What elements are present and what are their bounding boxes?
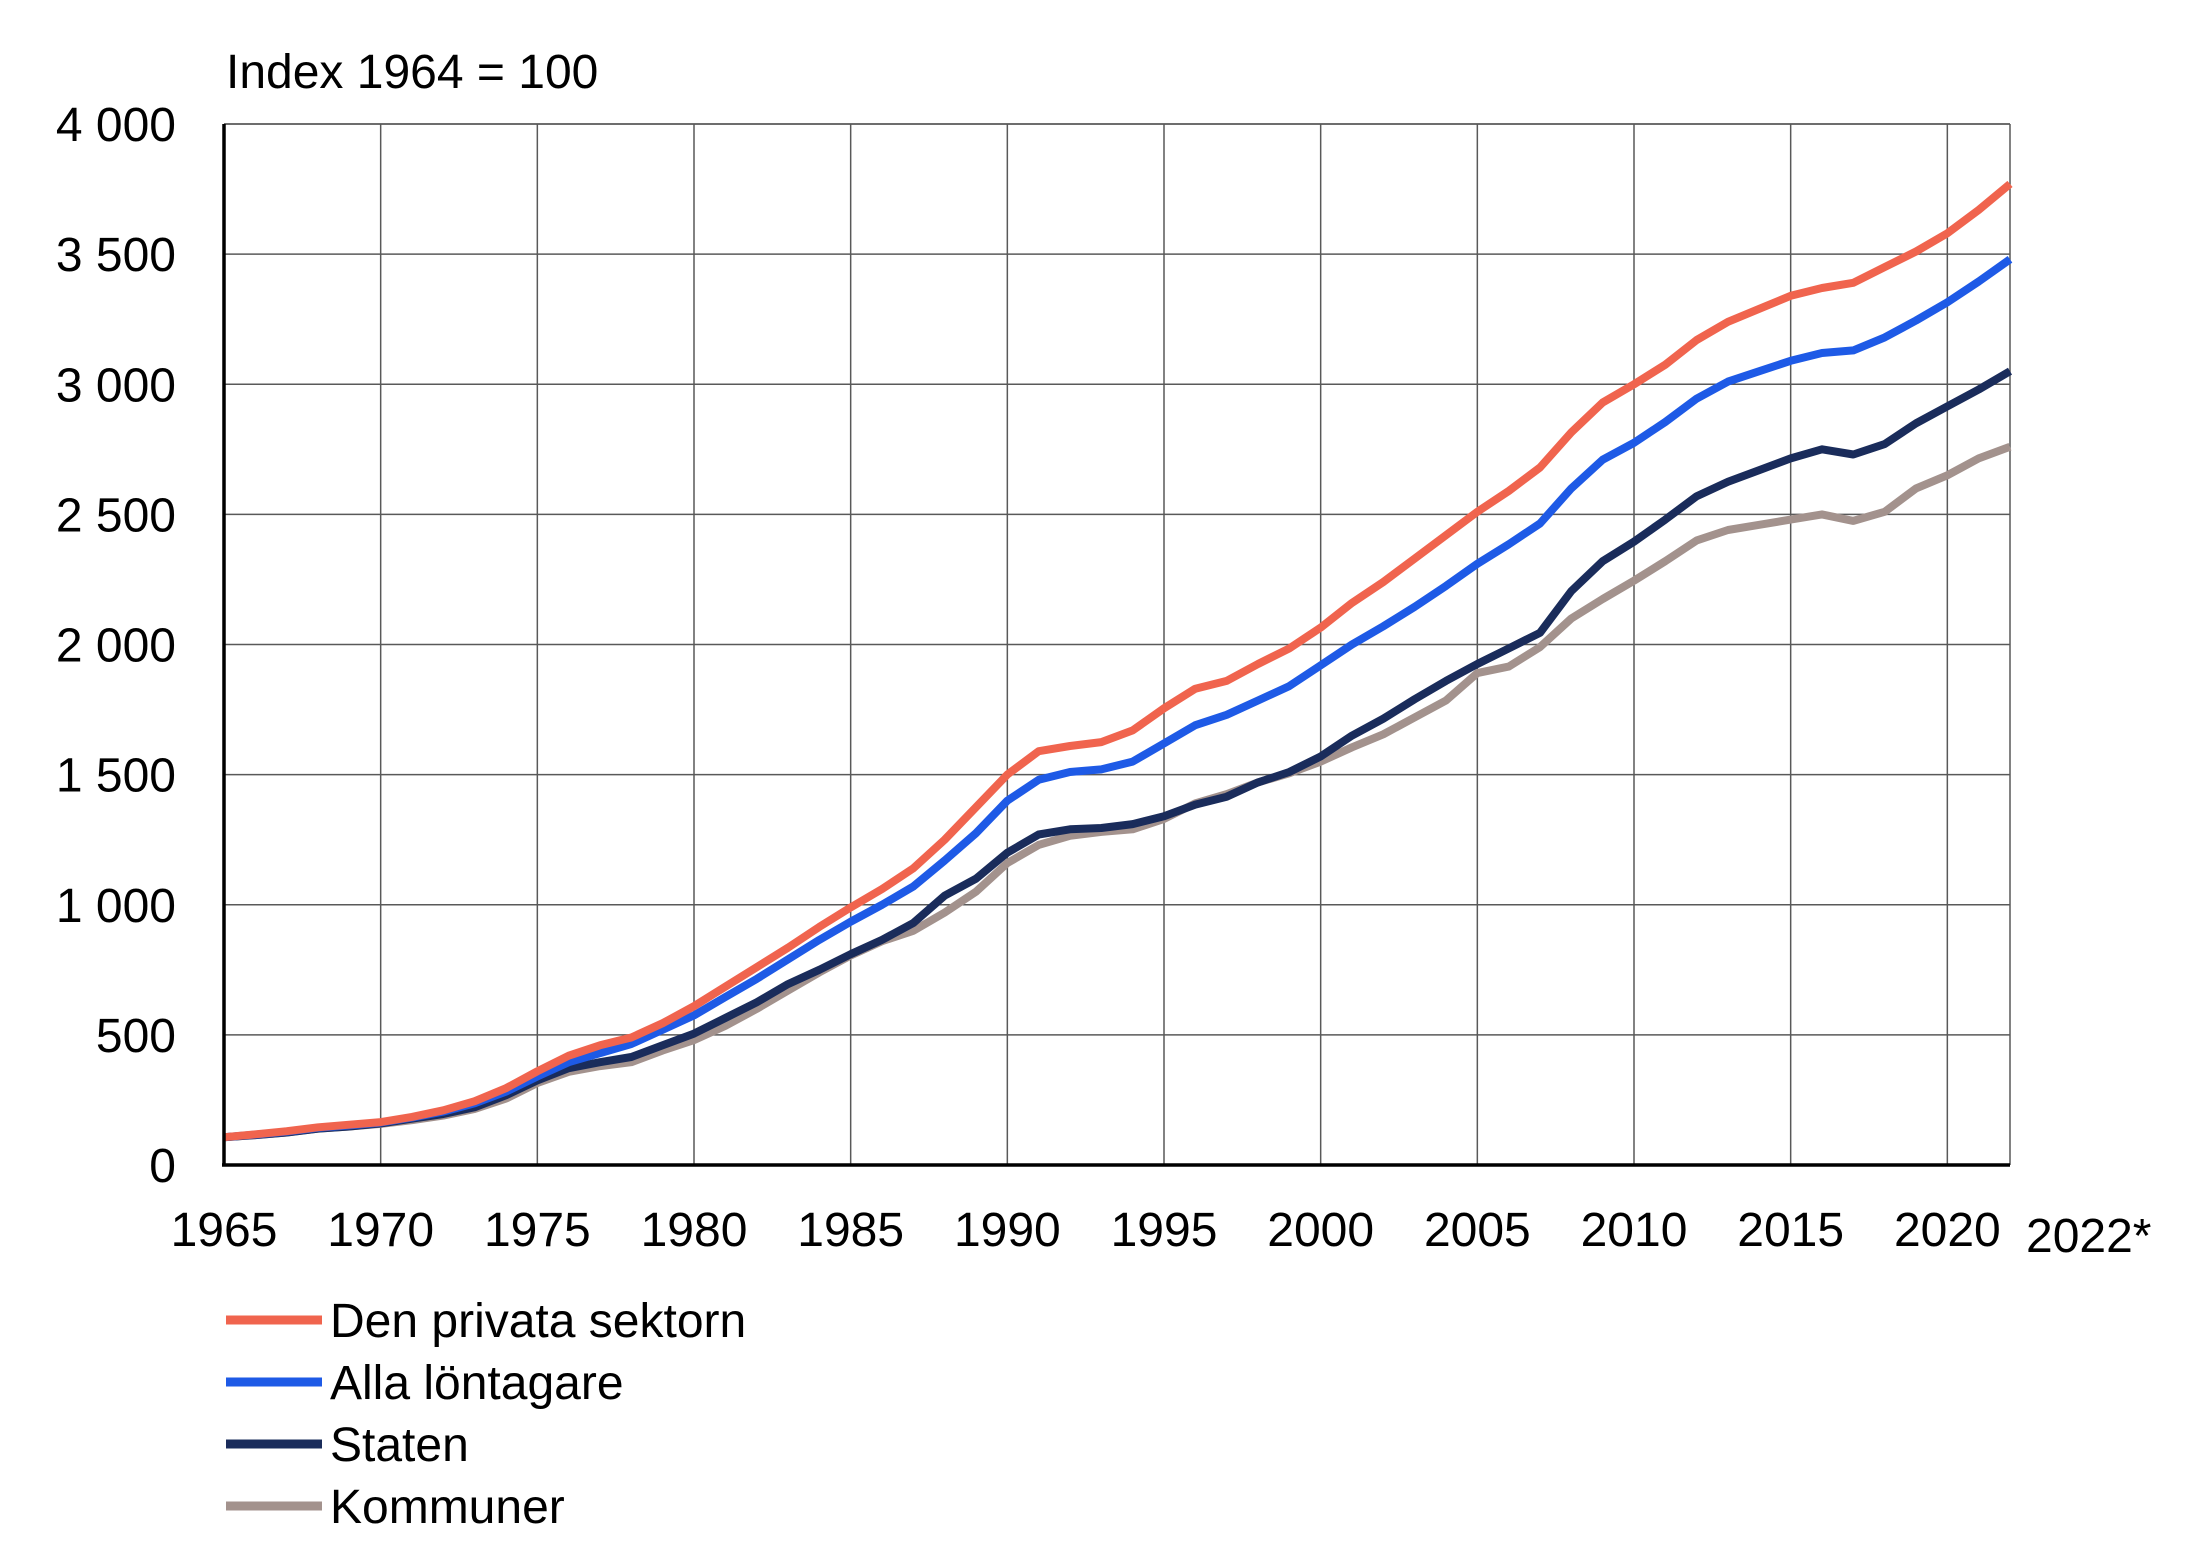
series-line-2: [223, 367, 2013, 1142]
x-tick-label: 2010: [1581, 1204, 1688, 1257]
legend-label: Den privata sektorn: [330, 1295, 746, 1348]
y-tick-label: 3 500: [56, 229, 176, 282]
series-line-3: [223, 442, 2012, 1142]
y-tick-label: 4 000: [56, 99, 176, 152]
x-tick-label: 2022*: [2026, 1210, 2151, 1263]
x-tick-label: 1965: [171, 1204, 278, 1257]
legend-item: Alla löntagare: [226, 1357, 624, 1410]
y-tick-label: 2 000: [56, 620, 176, 673]
y-tick-label: 2 500: [56, 489, 176, 542]
series-lines: [223, 180, 2013, 1142]
series-line-1: [223, 256, 2013, 1142]
series-line-0: [223, 180, 2013, 1142]
legend: Den privata sektorn Alla löntagare Staten K…: [226, 1295, 746, 1534]
x-tick-label: 1975: [484, 1204, 591, 1257]
x-tick-label: 1985: [797, 1204, 904, 1257]
x-tick-label: 1980: [641, 1204, 748, 1257]
x-tick-labels: 1965 1970 1975 1980 1985 1990 1995 2000 2005 2010…: [171, 1204, 2152, 1263]
axes: [222, 124, 2010, 1167]
x-tick-label: 1995: [1111, 1204, 1218, 1257]
legend-item: Kommuner: [226, 1481, 565, 1534]
legend-item: Den privata sektorn: [226, 1295, 746, 1348]
y-tick-label: 0: [149, 1140, 176, 1193]
y-tick-label: 1 000: [56, 880, 176, 933]
x-tick-label: 2020: [1894, 1204, 2001, 1257]
x-tick-label: 2000: [1267, 1204, 1374, 1257]
legend-label: Alla löntagare: [330, 1357, 624, 1410]
y-tick-label: 3 000: [56, 359, 176, 412]
x-tick-label: 2005: [1424, 1204, 1531, 1257]
y-axis-unit-label: Index 1964 = 100: [226, 46, 598, 99]
x-tick-label: 2015: [1737, 1204, 1844, 1257]
legend-item: Staten: [226, 1419, 469, 1472]
gridlines: [224, 123, 2011, 1165]
legend-label: Staten: [330, 1419, 469, 1472]
y-tick-label: 500: [96, 1010, 176, 1063]
y-tick-label: 1 500: [56, 750, 176, 803]
y-tick-labels: 0 500 1 000 1 500 2 000 2 500 3 000 3 500 4 000: [56, 99, 176, 1193]
legend-label: Kommuner: [330, 1481, 565, 1534]
x-tick-label: 1970: [327, 1204, 434, 1257]
x-tick-label: 1990: [954, 1204, 1061, 1257]
